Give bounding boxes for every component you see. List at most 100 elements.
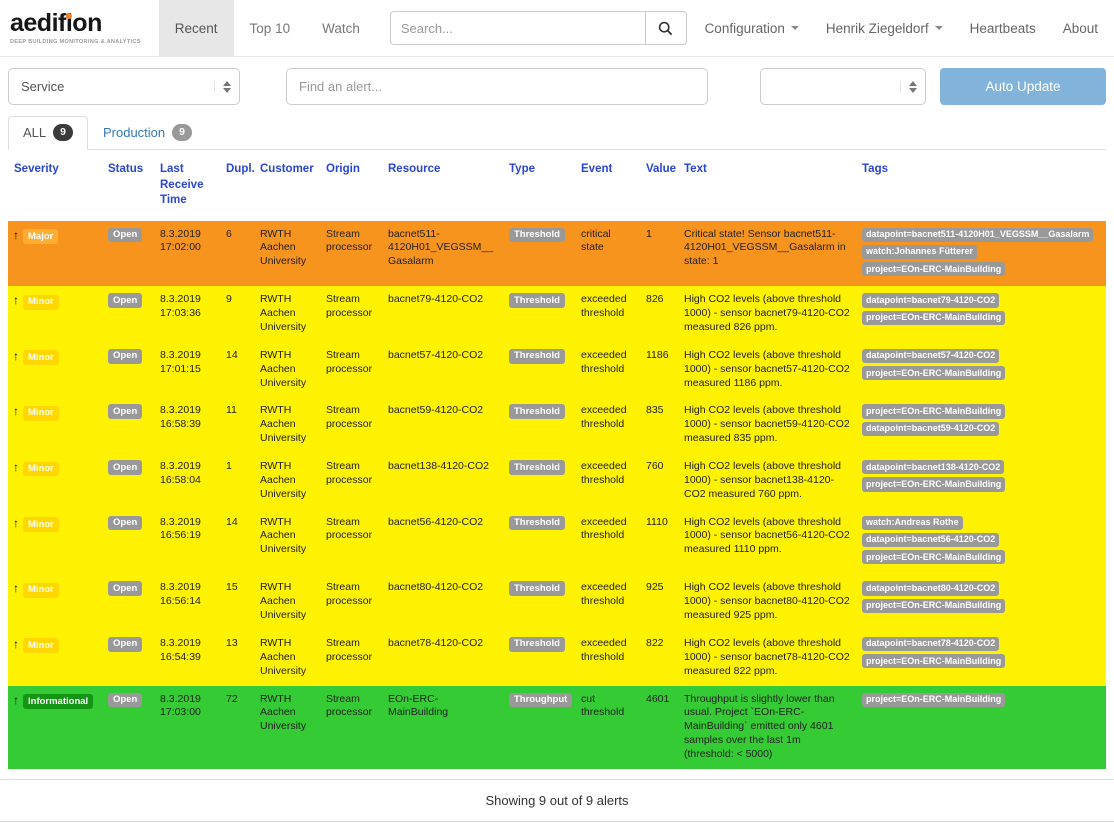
tag-badge: project=EOn-ERC-MainBuilding <box>862 550 1006 565</box>
nav-user-menu[interactable]: Henrik Ziegeldorf <box>826 21 943 36</box>
nav-item-watch[interactable]: Watch <box>322 20 360 36</box>
brand-logo[interactable]: aedifion DEEP BUILDING MONITORING & ANAL… <box>0 0 159 56</box>
column-header-origin[interactable]: Origin <box>326 163 360 175</box>
alert-row[interactable]: ↑ Minor Open 8.3.2019 16:56:19 14 RWTH Aachen … <box>8 508 1106 575</box>
event-cell: exceeded threshold <box>581 348 627 375</box>
tag-badge: project=EOn-ERC-MainBuilding <box>862 404 1006 419</box>
tag-badge: watch:Andreas Rothe <box>862 515 963 530</box>
severity-cell: ↑ Minor <box>8 574 102 630</box>
last-receive-time-cell: 8.3.2019 17:03:36 <box>154 286 220 342</box>
environment-tabs: ALL 9 Production 9 <box>8 116 1106 150</box>
text-cell: High CO2 levels (above threshold 1000) -… <box>684 293 850 334</box>
alert-row[interactable]: ↑ Minor Open 8.3.2019 17:03:36 9 RWTH Aachen U… <box>8 286 1106 342</box>
brand-dot-icon <box>65 12 72 19</box>
resource-cell: bacnet59-4120-CO2 <box>388 404 484 417</box>
brand-tagline: DEEP BUILDING MONITORING & ANALYTICS <box>10 39 141 45</box>
tag-badge: datapoint=bacnet78-4120-CO2 <box>862 636 1000 652</box>
nav-configuration-menu[interactable]: Configuration <box>705 21 799 36</box>
chevron-down-icon <box>790 26 799 30</box>
receive-date: 8.3.2019 <box>160 515 201 528</box>
column-header-last-receive-time[interactable]: Last Receive Time <box>160 163 204 207</box>
column-header-value[interactable]: Value <box>646 163 677 175</box>
last-receive-time-cell: 8.3.2019 16:54:39 <box>154 630 220 686</box>
tags-cell: datapoint=bacnet78-4120-CO2 project=EOn-E… <box>856 630 1106 686</box>
status-badge: Open <box>108 515 143 531</box>
receive-date: 8.3.2019 <box>160 227 201 240</box>
type-badge: Threshold <box>509 515 565 531</box>
nav-item-recent[interactable]: Recent <box>158 0 234 56</box>
status-cell: Open <box>102 397 154 453</box>
event-cell: exceeded threshold <box>581 515 627 542</box>
search-button[interactable] <box>644 11 687 45</box>
auto-update-button[interactable]: Auto Update <box>940 68 1106 105</box>
alert-row[interactable]: ↑ Informational Open 8.3.2019 17:03:00 72 RWTH… <box>8 685 1106 769</box>
tag-badge: project=EOn-ERC-MainBuilding <box>862 654 1006 669</box>
alert-row[interactable]: ↑ Minor Open 8.3.2019 16:58:39 11 RWTH Aachen … <box>8 397 1106 454</box>
column-header-resource[interactable]: Resource <box>388 163 441 175</box>
brand-name: aedifion <box>10 9 102 37</box>
alert-row[interactable]: ↑ Major Open 8.3.2019 17:02:00 6 RWTH Aachen U… <box>8 220 1106 287</box>
receive-date: 8.3.2019 <box>160 348 201 361</box>
alert-row[interactable]: ↑ Minor Open 8.3.2019 17:01:15 14 RWTH Aachen … <box>8 341 1106 398</box>
group-select[interactable] <box>760 68 926 105</box>
nav-about[interactable]: About <box>1062 20 1098 36</box>
column-header-severity[interactable]: Severity <box>14 163 59 175</box>
severity-cell: ↑ Minor <box>8 397 102 453</box>
type-cell: Threshold <box>503 574 575 630</box>
search-icon <box>659 21 673 35</box>
receive-time: 16:58:04 <box>160 473 201 486</box>
origin-cell: Stream processor <box>326 348 373 375</box>
tab-production[interactable]: Production 9 <box>88 116 207 150</box>
receive-time: 17:03:36 <box>160 307 201 320</box>
tag-badge: datapoint=bacnet79-4120-CO2 <box>862 293 1000 308</box>
service-select[interactable]: Service <box>8 68 240 105</box>
origin-cell: Stream processor <box>326 404 373 431</box>
column-header-event[interactable]: Event <box>581 163 613 175</box>
type-badge: Threshold <box>509 293 565 309</box>
brand-wordmark: aedifion <box>10 11 141 36</box>
status-badge: Open <box>108 293 143 309</box>
status-cell: Open <box>102 342 154 398</box>
column-header-dupl[interactable]: Dupl. <box>226 163 255 175</box>
nav-configuration-label: Configuration <box>704 20 785 36</box>
column-header-customer[interactable]: Customer <box>260 163 314 175</box>
navbar-search <box>389 0 687 56</box>
tags-cell: watch:Andreas Rothe datapoint=bacnet56-41… <box>856 509 1106 575</box>
value-cell: 1186 <box>646 348 669 361</box>
column-header-status[interactable]: Status <box>108 163 144 175</box>
column-header-type[interactable]: Type <box>509 163 535 175</box>
value-cell: 1 <box>646 227 652 240</box>
select-stepper-icon <box>900 80 917 93</box>
alert-row[interactable]: ↑ Minor Open 8.3.2019 16:54:39 13 RWTH Aachen … <box>8 629 1106 686</box>
resource-cell: bacnet57-4120-CO2 <box>388 348 484 361</box>
nav-item-top10[interactable]: Top 10 <box>249 20 291 36</box>
alert-row[interactable]: ↑ Minor Open 8.3.2019 16:56:14 15 RWTH Aachen … <box>8 574 1106 630</box>
status-badge: Open <box>108 460 143 475</box>
type-cell: Threshold <box>503 630 575 686</box>
status-cell: Open <box>102 630 154 686</box>
column-header-text[interactable]: Text <box>684 163 707 175</box>
tab-all[interactable]: ALL 9 <box>8 116 88 150</box>
tags-cell: datapoint=bacnet80-4120-CO2 project=EOn-E… <box>856 574 1106 630</box>
severity-badge: Minor <box>23 350 59 366</box>
alert-row[interactable]: ↑ Minor Open 8.3.2019 16:58:04 1 RWTH Aachen U… <box>8 453 1106 509</box>
nav-heartbeats[interactable]: Heartbeats <box>969 20 1036 36</box>
customer-cell: RWTH Aachen University <box>260 692 307 733</box>
select-stepper-icon <box>214 80 231 93</box>
receive-time: 17:02:00 <box>160 241 201 254</box>
customer-cell: RWTH Aachen University <box>260 227 307 268</box>
status-cell: Open <box>102 509 154 575</box>
customer-cell: RWTH Aachen University <box>260 636 307 677</box>
duplicates-cell: 14 <box>226 515 238 528</box>
severity-cell: ↑ Informational <box>8 686 102 769</box>
tag-badge: project=EOn-ERC-MainBuilding <box>862 477 1006 492</box>
column-header-tags[interactable]: Tags <box>862 163 888 175</box>
status-badge: Open <box>108 348 143 364</box>
customer-cell: RWTH Aachen University <box>260 293 307 334</box>
trend-up-icon: ↑ <box>13 692 19 707</box>
find-alert-input[interactable] <box>286 68 708 105</box>
receive-time: 16:58:39 <box>160 418 201 431</box>
type-cell: Threshold <box>503 221 575 287</box>
search-input[interactable] <box>389 11 645 45</box>
severity-badge: Minor <box>23 582 59 598</box>
